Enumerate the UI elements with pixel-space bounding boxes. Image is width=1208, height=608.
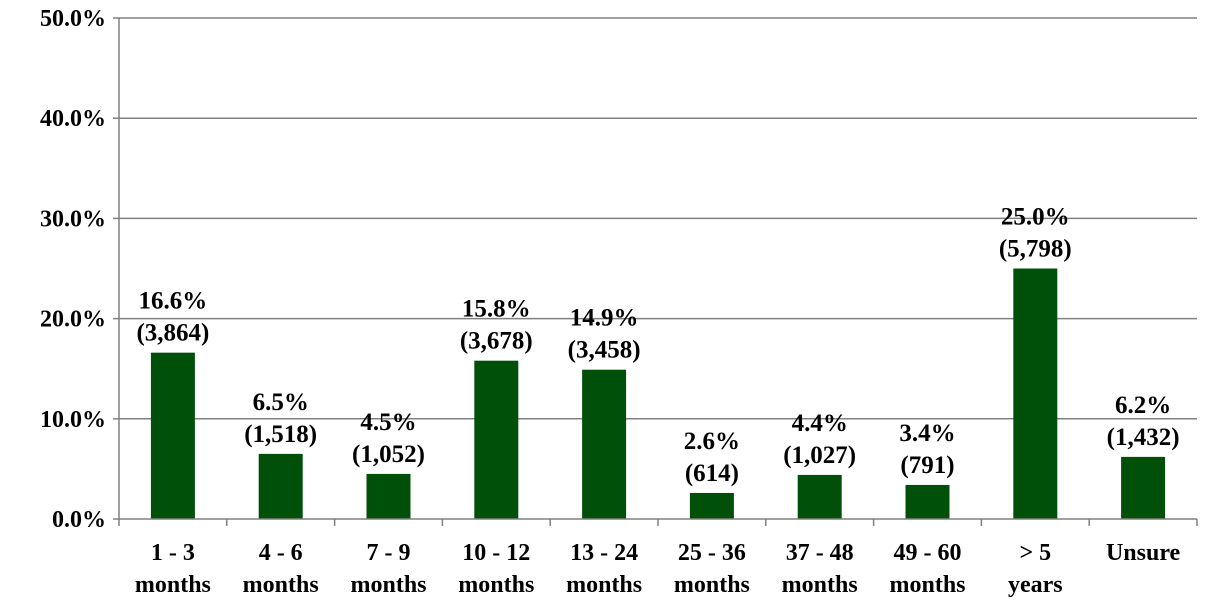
y-tick-label: 0.0% <box>52 507 106 533</box>
bar-data-label: 6.5% <box>253 389 309 416</box>
x-category-label: months <box>350 572 426 598</box>
bar-data-label: (3,458) <box>568 337 641 364</box>
y-tick-label: 50.0% <box>40 6 106 32</box>
bar-data-label: (614) <box>685 460 739 487</box>
bar-data-label: 16.6% <box>139 288 208 315</box>
bar-data-label: 14.9% <box>570 305 639 332</box>
bar-data-label: (3,678) <box>460 328 533 355</box>
bar-data-label: (1,432) <box>1107 424 1180 451</box>
bars <box>150 268 1166 519</box>
x-category-label: > 5 <box>1019 540 1051 566</box>
x-category-label: 25 - 36 <box>678 540 746 566</box>
bar <box>366 473 411 519</box>
bar-data-label: 2.6% <box>684 428 740 455</box>
x-category-label: 37 - 48 <box>786 540 854 566</box>
bar-data-label: 4.5% <box>360 409 416 436</box>
x-category-label: 10 - 12 <box>462 540 530 566</box>
x-category-label: months <box>782 572 858 598</box>
x-category-label: years <box>1008 572 1063 598</box>
x-category-label: months <box>566 572 642 598</box>
bar-data-label: 3.4% <box>899 420 955 447</box>
bar <box>474 360 519 519</box>
x-category-label: 4 - 6 <box>259 540 303 566</box>
x-category-label: 49 - 60 <box>894 540 962 566</box>
bar-data-label: (5,798) <box>999 236 1072 263</box>
bar-data-label: 4.4% <box>792 410 848 437</box>
bar-data-label: 15.8% <box>462 296 531 323</box>
y-axis-tick-labels: 0.0% 10.0% 20.0% 30.0% 40.0% 50.0% <box>40 6 106 533</box>
bar-data-label: 6.2% <box>1115 392 1171 419</box>
bar-data-label: (3,864) <box>136 320 209 347</box>
bar <box>582 369 627 519</box>
axes <box>113 17 1198 526</box>
y-tick-label: 40.0% <box>40 106 106 132</box>
bar-data-label: (791) <box>900 452 954 479</box>
bar <box>689 492 734 519</box>
bar-data-label: (1,027) <box>783 442 856 469</box>
bar-data-label: (1,052) <box>352 441 425 468</box>
x-category-label: months <box>243 572 319 598</box>
bar-data-label: (1,518) <box>244 421 317 448</box>
bar <box>258 453 303 519</box>
bar <box>1013 268 1058 519</box>
x-category-label: Unsure <box>1106 540 1181 566</box>
bar <box>905 484 950 519</box>
x-axis-category-labels: 1 - 3 months 4 - 6 months 7 - 9 months 10 - 12… <box>135 540 1181 598</box>
x-category-label: months <box>674 572 750 598</box>
x-category-label: 7 - 9 <box>367 540 411 566</box>
bar <box>797 474 842 519</box>
bar <box>150 352 195 519</box>
x-category-label: 13 - 24 <box>570 540 638 566</box>
y-tick-label: 10.0% <box>40 407 106 433</box>
x-category-label: months <box>458 572 534 598</box>
bar-data-label: 25.0% <box>1001 204 1070 231</box>
bar <box>1121 456 1166 519</box>
x-category-label: months <box>889 572 965 598</box>
x-category-label: 1 - 3 <box>151 540 195 566</box>
x-category-label: months <box>135 572 211 598</box>
y-tick-label: 20.0% <box>40 307 106 333</box>
y-tick-label: 30.0% <box>40 206 106 232</box>
data-labels: 16.6% (3,864) 6.5% (1,518) 4.5% (1,052) 15.8% (… <box>136 204 1179 487</box>
